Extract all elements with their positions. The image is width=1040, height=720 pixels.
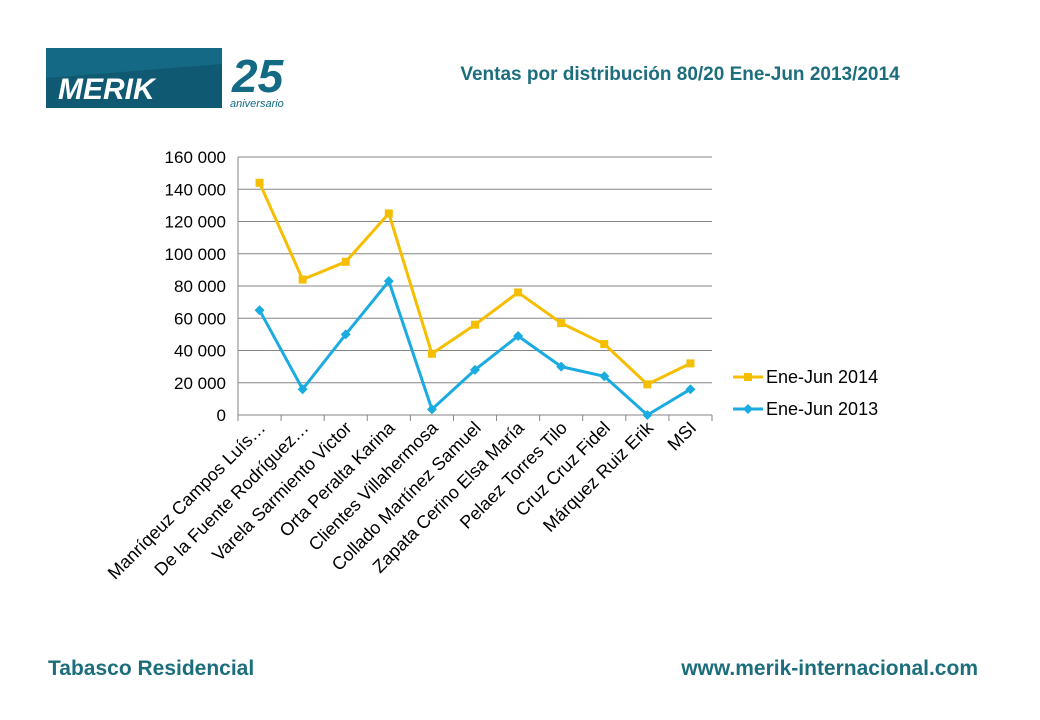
series-line-ene-jun-2014 <box>258 182 692 386</box>
series-line-ene-jun-2013 <box>258 279 692 417</box>
chart-title: Ventas por distribución 80/20 Ene-Jun 20… <box>460 64 900 85</box>
y-tick-label: 40 000 <box>174 342 226 361</box>
logo-swoosh <box>46 64 222 108</box>
legend-label: Ene-Jun 2013 <box>766 399 878 419</box>
legend-marker <box>743 404 753 414</box>
data-point <box>556 361 567 372</box>
data-point <box>255 178 264 187</box>
y-tick-label: 60 000 <box>174 309 226 328</box>
y-tick-label: 0 <box>217 406 226 425</box>
merik-logo: MERIK 25 aniversario <box>46 48 285 110</box>
y-tick-label: 140 000 <box>165 180 226 199</box>
legend: Ene-Jun 2014 Ene-Jun 2013 <box>733 367 878 419</box>
y-tick-label: 100 000 <box>165 245 226 264</box>
y-tick-label: 120 000 <box>165 213 226 232</box>
data-point <box>599 371 610 382</box>
logo-subtext: aniversario <box>230 98 284 110</box>
data-point <box>471 320 479 329</box>
footer-location: Tabasco Residencial <box>48 657 255 680</box>
data-point <box>685 384 696 395</box>
data-point <box>254 305 265 316</box>
legend-marker <box>744 373 752 381</box>
data-point <box>384 209 393 218</box>
data-point <box>340 329 351 340</box>
y-tick-label: 160 000 <box>165 148 226 167</box>
y-tick-label: 80 000 <box>174 277 226 296</box>
x-category-label: Manríqeuz Campos Luís… <box>104 418 270 584</box>
data-point <box>514 288 523 297</box>
data-point <box>341 257 350 266</box>
data-point <box>557 319 566 328</box>
data-point <box>298 275 307 284</box>
y-tick-label: 20 000 <box>174 374 226 393</box>
data-point <box>686 359 695 368</box>
data-point <box>297 384 308 395</box>
labels: 0 20 000 40 000 60 000 80 000 100 000 120 000 1… <box>104 148 700 583</box>
logo-number: 25 <box>231 50 285 102</box>
series <box>254 178 696 420</box>
legend-label: Ene-Jun 2014 <box>766 367 878 387</box>
axes <box>237 157 713 421</box>
data-point <box>513 330 524 341</box>
data-point <box>643 380 652 389</box>
data-point <box>642 410 653 420</box>
data-point <box>470 364 480 375</box>
x-category-label: MSI <box>664 418 701 455</box>
data-point <box>427 349 436 358</box>
data-point <box>600 340 609 349</box>
footer-website[interactable]: www.merik-internacional.com <box>681 657 978 680</box>
logo-text: MERIK <box>58 73 157 106</box>
data-point <box>383 276 394 287</box>
data-point <box>426 404 437 415</box>
